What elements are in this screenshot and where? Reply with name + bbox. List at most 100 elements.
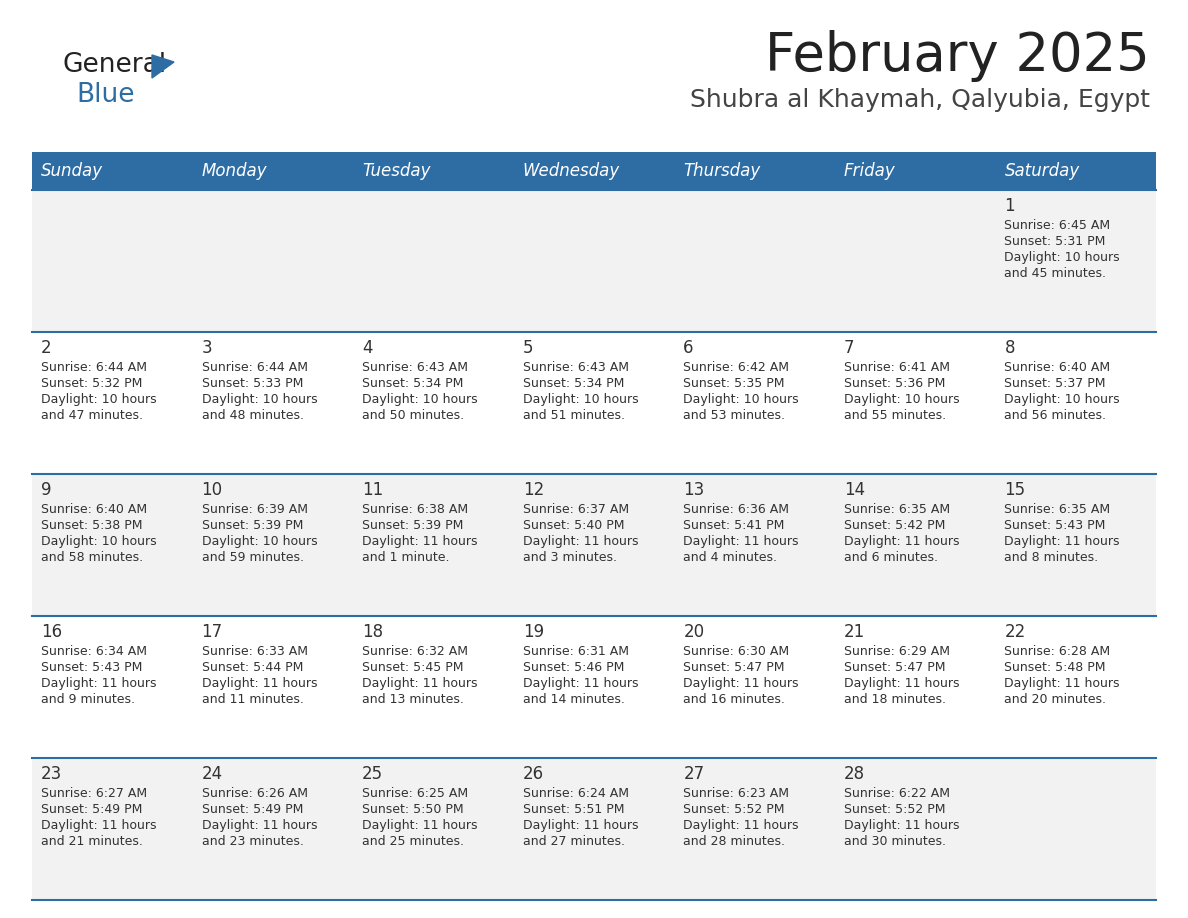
Text: Sunset: 5:41 PM: Sunset: 5:41 PM: [683, 519, 784, 532]
Text: and 27 minutes.: and 27 minutes.: [523, 835, 625, 848]
Text: Sunset: 5:43 PM: Sunset: 5:43 PM: [42, 661, 143, 674]
Text: Daylight: 11 hours: Daylight: 11 hours: [42, 819, 157, 832]
Text: 9: 9: [42, 481, 51, 499]
Text: Daylight: 11 hours: Daylight: 11 hours: [362, 535, 478, 548]
Text: 14: 14: [843, 481, 865, 499]
Text: Shubra al Khaymah, Qalyubia, Egypt: Shubra al Khaymah, Qalyubia, Egypt: [690, 88, 1150, 112]
Text: 5: 5: [523, 339, 533, 357]
Text: 23: 23: [42, 765, 62, 783]
Text: Sunset: 5:39 PM: Sunset: 5:39 PM: [202, 519, 303, 532]
Text: Saturday: Saturday: [1004, 162, 1080, 180]
Bar: [996, 616, 1156, 758]
Text: and 28 minutes.: and 28 minutes.: [683, 835, 785, 848]
Text: Daylight: 11 hours: Daylight: 11 hours: [683, 677, 798, 690]
Text: 18: 18: [362, 623, 384, 641]
Text: Daylight: 11 hours: Daylight: 11 hours: [202, 819, 317, 832]
Bar: [192, 758, 353, 900]
Text: 12: 12: [523, 481, 544, 499]
Text: 4: 4: [362, 339, 373, 357]
Text: Sunset: 5:43 PM: Sunset: 5:43 PM: [1004, 519, 1106, 532]
Text: Sunset: 5:45 PM: Sunset: 5:45 PM: [362, 661, 463, 674]
Text: and 23 minutes.: and 23 minutes.: [202, 835, 303, 848]
Bar: [996, 332, 1156, 474]
Text: Daylight: 10 hours: Daylight: 10 hours: [42, 393, 157, 406]
Text: Daylight: 11 hours: Daylight: 11 hours: [42, 677, 157, 690]
Text: Daylight: 11 hours: Daylight: 11 hours: [523, 677, 638, 690]
Text: Sunrise: 6:37 AM: Sunrise: 6:37 AM: [523, 503, 628, 516]
Text: Daylight: 11 hours: Daylight: 11 hours: [683, 535, 798, 548]
Text: and 50 minutes.: and 50 minutes.: [362, 409, 465, 422]
Bar: [513, 332, 675, 474]
Text: Daylight: 11 hours: Daylight: 11 hours: [523, 535, 638, 548]
Bar: [353, 152, 513, 190]
Text: 1: 1: [1004, 197, 1015, 215]
Text: Daylight: 10 hours: Daylight: 10 hours: [42, 535, 157, 548]
Text: Daylight: 10 hours: Daylight: 10 hours: [843, 393, 960, 406]
Text: Daylight: 11 hours: Daylight: 11 hours: [362, 677, 478, 690]
Text: and 25 minutes.: and 25 minutes.: [362, 835, 465, 848]
Bar: [835, 152, 996, 190]
Text: and 48 minutes.: and 48 minutes.: [202, 409, 304, 422]
Text: Sunset: 5:52 PM: Sunset: 5:52 PM: [843, 803, 946, 816]
Text: 7: 7: [843, 339, 854, 357]
Text: and 59 minutes.: and 59 minutes.: [202, 551, 304, 564]
Text: 24: 24: [202, 765, 222, 783]
Text: Sunset: 5:34 PM: Sunset: 5:34 PM: [523, 377, 624, 390]
Text: Sunset: 5:52 PM: Sunset: 5:52 PM: [683, 803, 785, 816]
Bar: [192, 332, 353, 474]
Text: Daylight: 11 hours: Daylight: 11 hours: [683, 819, 798, 832]
Text: Daylight: 11 hours: Daylight: 11 hours: [362, 819, 478, 832]
Text: Sunset: 5:51 PM: Sunset: 5:51 PM: [523, 803, 624, 816]
Text: Daylight: 10 hours: Daylight: 10 hours: [202, 535, 317, 548]
Bar: [675, 332, 835, 474]
Text: Sunrise: 6:36 AM: Sunrise: 6:36 AM: [683, 503, 789, 516]
Text: Daylight: 10 hours: Daylight: 10 hours: [683, 393, 798, 406]
Text: and 18 minutes.: and 18 minutes.: [843, 693, 946, 706]
Bar: [675, 474, 835, 616]
Text: Daylight: 10 hours: Daylight: 10 hours: [202, 393, 317, 406]
Text: Sunrise: 6:40 AM: Sunrise: 6:40 AM: [42, 503, 147, 516]
Text: and 56 minutes.: and 56 minutes.: [1004, 409, 1106, 422]
Text: and 3 minutes.: and 3 minutes.: [523, 551, 617, 564]
Text: Sunrise: 6:24 AM: Sunrise: 6:24 AM: [523, 787, 628, 800]
Text: Sunrise: 6:43 AM: Sunrise: 6:43 AM: [523, 361, 628, 374]
Text: and 30 minutes.: and 30 minutes.: [843, 835, 946, 848]
Bar: [353, 474, 513, 616]
Bar: [192, 190, 353, 332]
Bar: [353, 616, 513, 758]
Text: 26: 26: [523, 765, 544, 783]
Text: and 20 minutes.: and 20 minutes.: [1004, 693, 1106, 706]
Text: and 53 minutes.: and 53 minutes.: [683, 409, 785, 422]
Text: Sunset: 5:31 PM: Sunset: 5:31 PM: [1004, 235, 1106, 248]
Text: Sunrise: 6:38 AM: Sunrise: 6:38 AM: [362, 503, 468, 516]
Text: Daylight: 11 hours: Daylight: 11 hours: [1004, 677, 1120, 690]
Text: Friday: Friday: [843, 162, 896, 180]
Bar: [513, 152, 675, 190]
Text: Sunset: 5:40 PM: Sunset: 5:40 PM: [523, 519, 624, 532]
Bar: [192, 616, 353, 758]
Text: Sunset: 5:32 PM: Sunset: 5:32 PM: [42, 377, 143, 390]
Text: Sunrise: 6:28 AM: Sunrise: 6:28 AM: [1004, 645, 1111, 658]
Text: 13: 13: [683, 481, 704, 499]
Text: Daylight: 11 hours: Daylight: 11 hours: [1004, 535, 1120, 548]
Bar: [996, 190, 1156, 332]
Text: and 14 minutes.: and 14 minutes.: [523, 693, 625, 706]
Text: and 11 minutes.: and 11 minutes.: [202, 693, 303, 706]
Text: Sunrise: 6:41 AM: Sunrise: 6:41 AM: [843, 361, 950, 374]
Text: 3: 3: [202, 339, 213, 357]
Polygon shape: [152, 55, 173, 78]
Text: Sunset: 5:50 PM: Sunset: 5:50 PM: [362, 803, 463, 816]
Text: and 58 minutes.: and 58 minutes.: [42, 551, 143, 564]
Bar: [835, 616, 996, 758]
Text: 2: 2: [42, 339, 51, 357]
Text: and 51 minutes.: and 51 minutes.: [523, 409, 625, 422]
Text: Sunrise: 6:27 AM: Sunrise: 6:27 AM: [42, 787, 147, 800]
Text: 22: 22: [1004, 623, 1025, 641]
Text: Sunday: Sunday: [42, 162, 103, 180]
Text: and 8 minutes.: and 8 minutes.: [1004, 551, 1099, 564]
Text: General: General: [62, 52, 166, 78]
Bar: [675, 758, 835, 900]
Text: 6: 6: [683, 339, 694, 357]
Text: Sunset: 5:49 PM: Sunset: 5:49 PM: [202, 803, 303, 816]
Bar: [513, 616, 675, 758]
